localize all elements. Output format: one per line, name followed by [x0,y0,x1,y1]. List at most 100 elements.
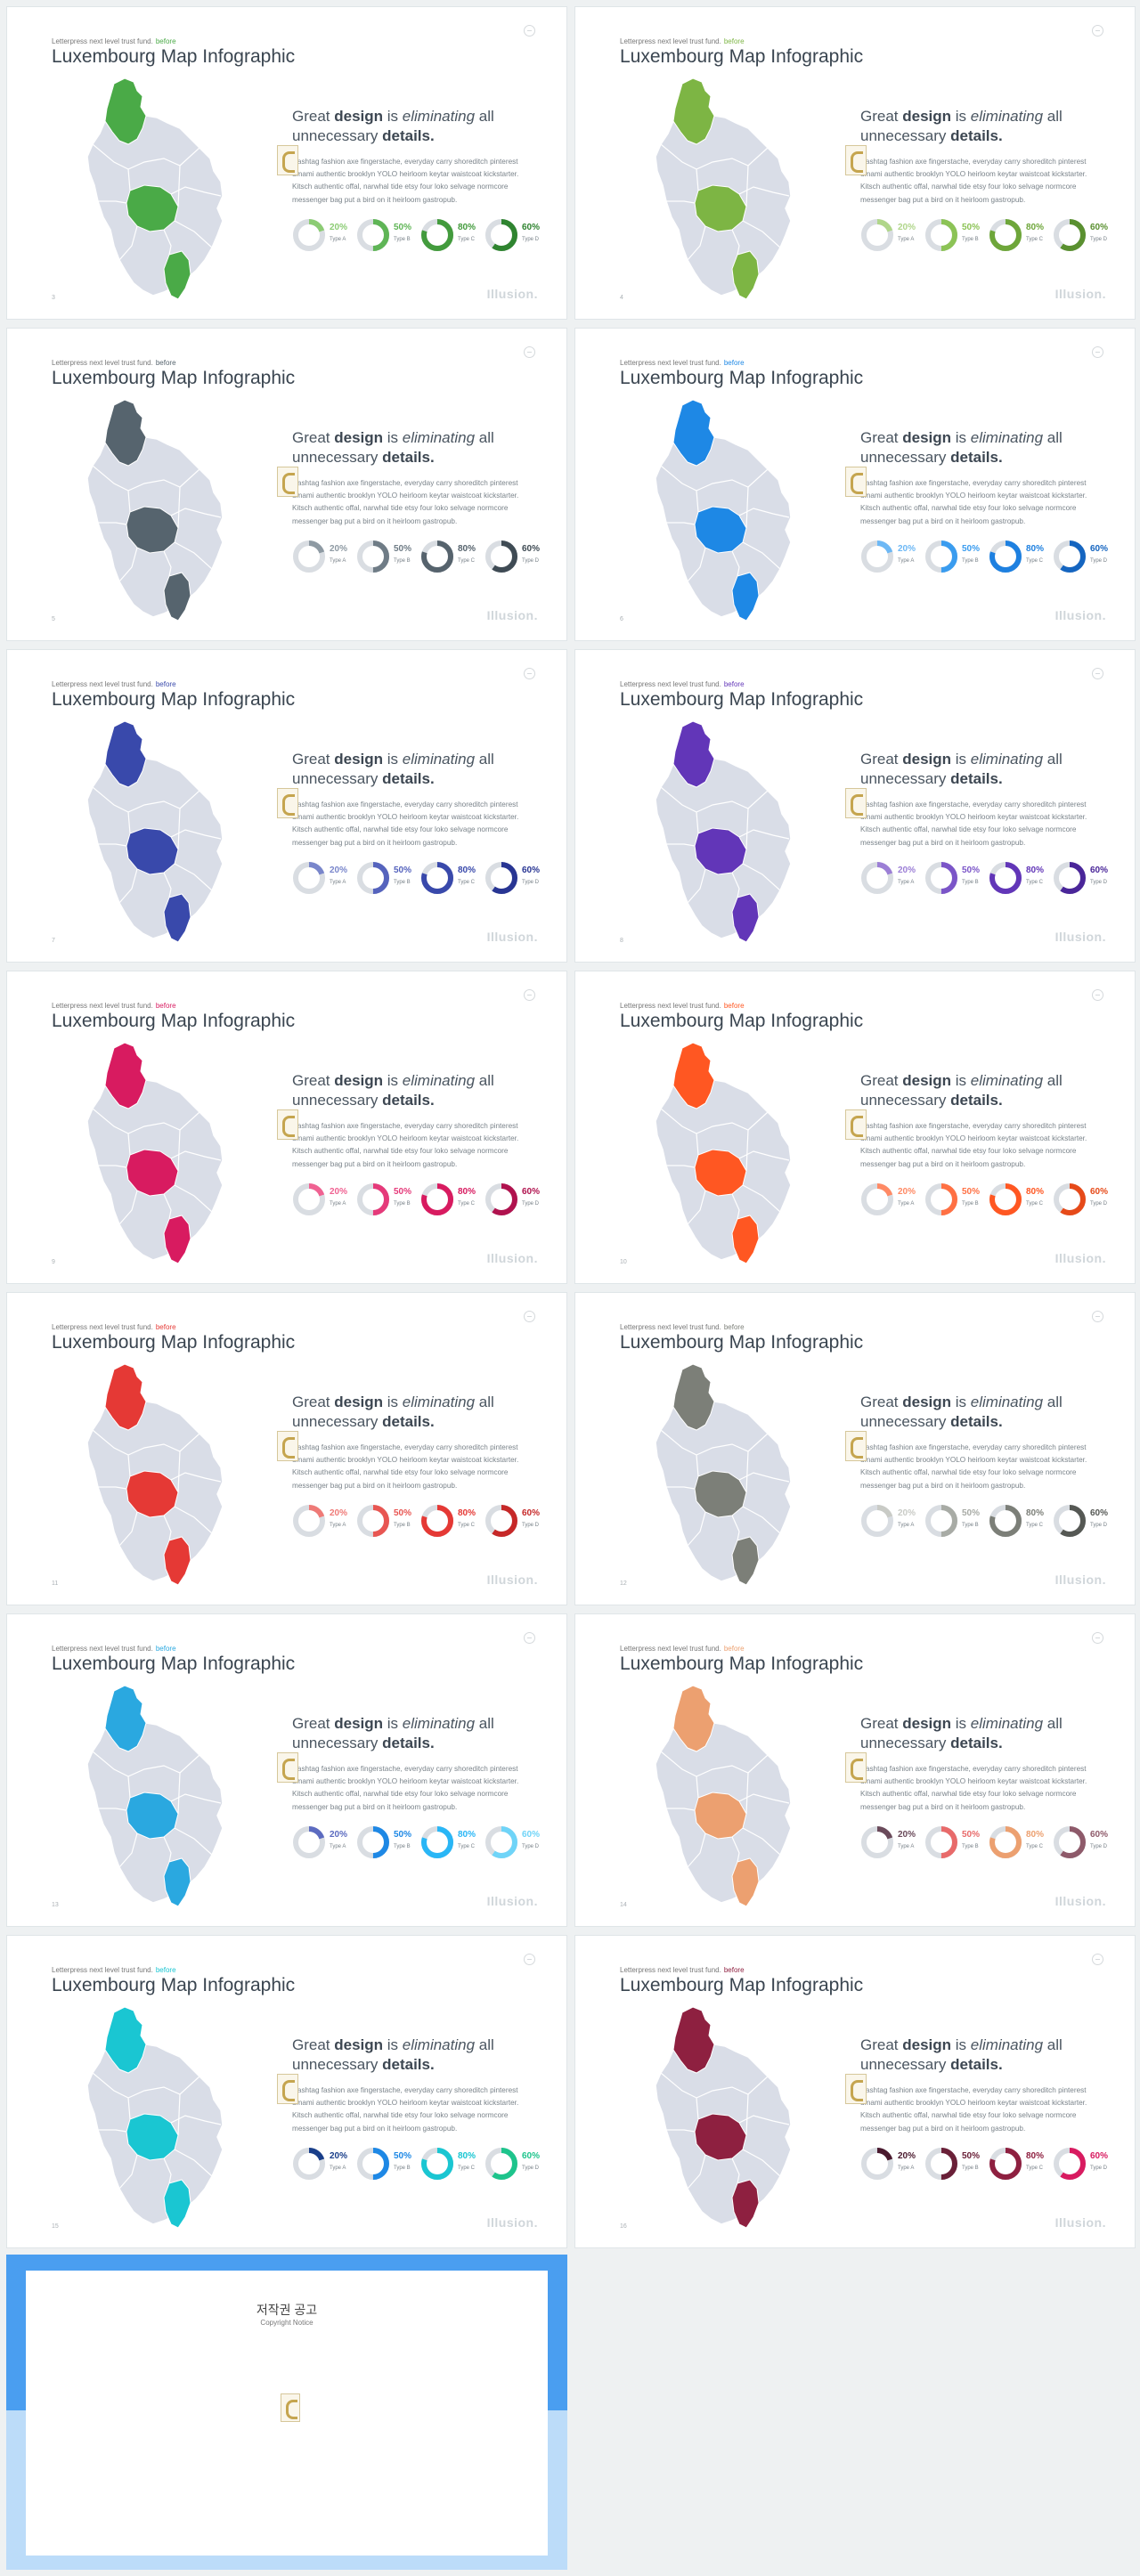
heading-part: design [902,1072,952,1089]
heading-part: design [334,108,384,125]
slide-heading: Great design is eliminating all unnecess… [292,1393,524,1432]
map-highlight-center [694,2113,747,2161]
heading-part: eliminating [970,1394,1044,1410]
map-slide: Letterpress next level trust fund. before… [6,328,567,641]
notice-card: 저작권 공고 Copyright Notice [26,2271,548,2556]
donut-chart [925,862,957,894]
donut-item: 20% Type A [292,537,356,574]
map-district-border [163,1515,172,1541]
donut-item: 20% Type A [860,1501,924,1539]
kicker-highlight: before [723,680,745,688]
donut-value-arc [989,2148,1022,2180]
donut-row: 20% Type A 50% Type B 80% Type C 60% Type D [860,1501,1119,1539]
map-district-border [170,829,222,840]
donut-type-label: Type A [330,1523,346,1528]
map-district-border [127,811,131,834]
kicker-highlight: before [723,1323,745,1331]
map-district-border [163,229,172,256]
heading-part: eliminating [402,1394,476,1410]
donut-value-arc [925,219,957,251]
heading-part: details. [382,2056,435,2073]
donut-value-arc [989,219,1022,251]
donut-value-arc [925,1183,957,1215]
donut-item: 20% Type A [292,858,356,896]
heading-part: is [951,429,971,446]
body-text: Hashtag fashion axe fingerstache, everyd… [860,1122,1087,1168]
donut-type-label: Type B [394,1523,411,1528]
body-text: Hashtag fashion axe fingerstache, everyd… [860,1765,1087,1811]
donut-value-arc [861,862,893,894]
donut-type-label: Type B [962,1523,979,1528]
donut-type-label: Type B [394,880,411,885]
donut-value-arc [1054,1183,1086,1215]
donut-item: 50% Type B [356,1180,420,1217]
brand-logo: Illusion. [486,930,538,944]
page-number: 4 [620,295,623,301]
heading-part: details. [382,1735,435,1751]
map-highlight-north [672,399,715,467]
map-district-border [745,2093,749,2136]
heading-part: eliminating [402,429,476,446]
map-slide: Letterpress next level trust fund. before… [574,649,1136,963]
donut-type-label: Type D [1090,1523,1108,1528]
donut-type-label: Type A [330,1201,346,1207]
donut-item: 50% Type B [356,2144,420,2182]
map-district-border [127,1133,131,1156]
luxembourg-map [655,2006,792,2229]
page-number: 10 [620,1259,627,1265]
heading-part: eliminating [402,2036,476,2053]
map-district-border [738,186,790,197]
donut-type-label: Type B [962,2166,979,2171]
map-district-border [745,1451,749,1493]
kicker-text: Letterpress next level trust fund. before [620,1966,745,1974]
heading-part: is [383,1072,403,1089]
kicker-highlight: before [723,37,745,45]
heading-part: eliminating [970,429,1044,446]
donut-chart [925,1183,957,1215]
map-district-border [696,1454,699,1477]
slide-heading: Great design is eliminating all unnecess… [292,107,524,146]
slide-title: Luxembourg Map Infographic [52,368,296,388]
map-district-border [98,843,127,847]
donut-item: 60% Type D [1053,2144,1117,2182]
donut-type-label: Type C [458,558,476,564]
heading-part: all unnecessary [292,429,494,466]
map-district-border [742,541,781,570]
map-district-border [127,490,131,513]
map-district-border [118,2154,138,2190]
donut-type-label: Type C [1026,1523,1044,1528]
map-district-border [696,811,699,834]
map-district-border [666,200,696,204]
donut-chart [421,1505,453,1537]
map-highlight-center [126,827,179,875]
map-district-border [127,2097,131,2120]
kicker-highlight: before [723,359,745,367]
kicker-highlight: before [155,1966,176,1974]
donut-percent: 80% [458,1187,476,1197]
heading-part: design [334,1715,384,1732]
body-text: Hashtag fashion axe fingerstache, everyd… [860,479,1087,525]
map-district-border [738,508,790,518]
brand-logo: Illusion. [1054,1251,1106,1265]
stamp-logo [277,467,298,497]
donut-value-arc [421,1183,453,1215]
heading-part: Great [292,2036,335,2053]
donut-item: 60% Type D [1053,858,1117,896]
map-highlight-north [672,720,715,788]
map-highlight-south [731,1536,760,1586]
slide-heading: Great design is eliminating all unnecess… [860,1071,1092,1110]
luxembourg-map [86,720,224,943]
donut-chart [485,1505,517,1537]
brand-logo: Illusion. [486,2215,538,2230]
donut-chart [925,2148,957,2180]
map-district-border [738,1150,790,1161]
stamp-logo [277,1431,298,1461]
kicker-text: Letterpress next level trust fund. before [52,1645,176,1653]
map-district-border [745,165,749,207]
page-number: 8 [620,938,623,944]
map-slide: Letterpress next level trust fund. before… [6,6,567,320]
donut-item: 20% Type A [292,1501,356,1539]
donut-percent: 60% [522,1830,541,1840]
map-district-border [174,1506,213,1534]
heading-part: all unnecessary [860,1072,1063,1109]
